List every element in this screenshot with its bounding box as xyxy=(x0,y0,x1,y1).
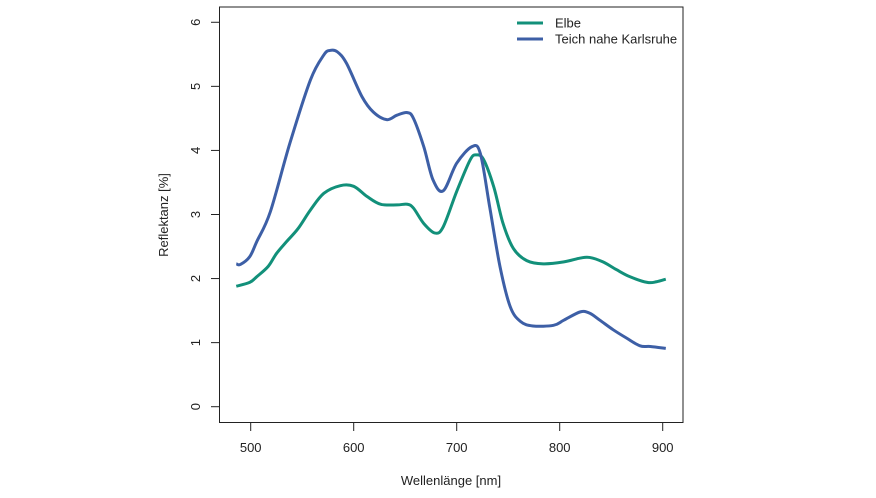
y-tick-label: 2 xyxy=(188,275,203,282)
y-axis: 0 1 2 3 4 5 6 xyxy=(188,19,220,410)
legend-label-teich: Teich nahe Karlsruhe xyxy=(555,32,677,47)
x-axis: 500 600 700 800 900 xyxy=(240,422,674,455)
x-tick-label: 500 xyxy=(240,440,262,455)
y-tick-label: 1 xyxy=(188,339,203,346)
legend: Elbe Teich nahe Karlsruhe xyxy=(517,16,677,47)
x-tick-label: 600 xyxy=(343,440,365,455)
y-tick-label: 0 xyxy=(188,403,203,410)
y-tick-label: 6 xyxy=(188,19,203,26)
y-axis-label: Reflektanz [%] xyxy=(156,173,171,257)
series-lines xyxy=(235,48,667,350)
x-axis-label: Wellenlänge [nm] xyxy=(401,473,501,488)
y-tick-label: 3 xyxy=(188,211,203,218)
x-tick-label: 900 xyxy=(652,440,674,455)
y-tick-label: 4 xyxy=(188,147,203,154)
series-line-1 xyxy=(235,48,666,350)
plot-frame xyxy=(219,6,684,423)
y-tick-label: 5 xyxy=(188,83,203,90)
series-line-0 xyxy=(235,153,667,288)
x-tick-label: 800 xyxy=(549,440,571,455)
x-tick-label: 700 xyxy=(446,440,468,455)
legend-label-elbe: Elbe xyxy=(555,16,581,31)
